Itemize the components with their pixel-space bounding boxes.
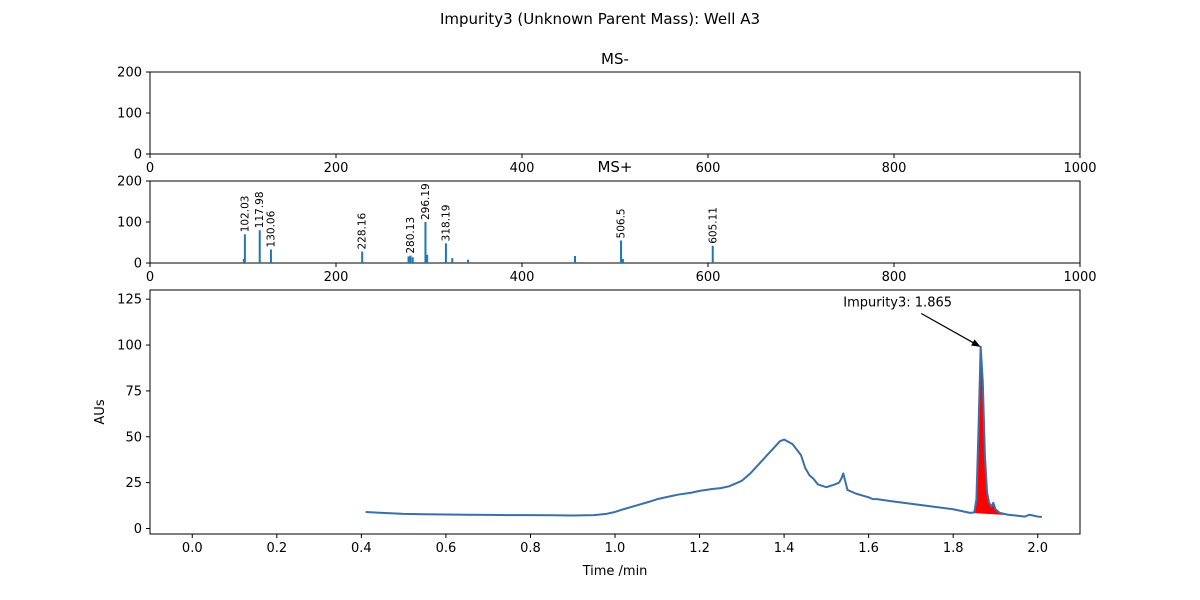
ms-positive-peak-bar xyxy=(444,243,447,263)
chromatogram-xtick-label: 1.2 xyxy=(689,541,710,556)
chromatogram-ytick-label: 25 xyxy=(125,476,142,491)
chromatogram-xtick-label: 1.0 xyxy=(605,541,626,556)
ms-positive-peak-label: 130.06 xyxy=(265,210,277,247)
ms-negative-xtick-label: 800 xyxy=(882,161,907,176)
ms-positive-peak-bar xyxy=(242,258,245,263)
chromatogram-panel: 0.0 0.2 0.4 0.6 0.8 1.0 1.2 1.4 1.6 1.8 2.0 0 25 50 75… xyxy=(93,289,1081,579)
chromatogram-ylabel: AUs xyxy=(93,399,108,424)
ms-positive-panel: MS+ 0 200 400 600 800 1000 0 100 200 102.03 117.9… xyxy=(117,158,1096,285)
ms-positive-peak-label: 117.98 xyxy=(254,191,266,228)
ms-positive-ytick-label: 0 xyxy=(134,257,142,272)
chromatogram-xtick-label: 0.6 xyxy=(436,541,457,556)
ms-positive-xtick-label: 600 xyxy=(696,270,721,285)
annotation-arrow-head xyxy=(971,339,981,347)
ms-positive-peak-bar xyxy=(574,256,577,263)
ms-negative-panel: MS- 0 200 400 600 800 1000 0 100 200 xyxy=(117,50,1096,176)
impurity-peak-fill xyxy=(970,346,1017,516)
ms-positive-xtick-label: 0 xyxy=(146,270,154,285)
chromatogram-xtick-label: 0.4 xyxy=(351,541,372,556)
ms-positive-peak-label: 296.19 xyxy=(420,183,432,220)
ms-positive-xtick-label: 200 xyxy=(324,270,349,285)
annotation-arrow-line xyxy=(920,312,975,344)
ms-negative-xtick-label: 600 xyxy=(696,161,721,176)
ms-negative-xtick-label: 200 xyxy=(324,161,349,176)
annotation-label: Impurity3: 1.865 xyxy=(843,296,952,311)
chromatogram-trace xyxy=(365,345,1043,518)
ms-positive-peak-label: 506.5 xyxy=(616,208,628,238)
ms-positive-peak-bar xyxy=(411,257,414,263)
chromatogram-xtick-label: 0.8 xyxy=(520,541,541,556)
chromatogram-ytick-label: 125 xyxy=(117,293,142,308)
ms-positive-peak-bar xyxy=(361,251,364,263)
ms-positive-ytick-label: 200 xyxy=(117,175,142,190)
ms-positive-peak-label: 605.11 xyxy=(707,207,719,244)
ms-positive-xtick-label: 1000 xyxy=(1063,270,1096,285)
ms-positive-title: MS+ xyxy=(597,158,632,176)
ms-negative-plot-area xyxy=(149,71,1081,155)
ms-positive-peak-bar xyxy=(621,258,624,263)
ms-positive-peak-bar xyxy=(711,245,714,263)
ms-positive-xtick-label: 400 xyxy=(510,270,535,285)
ms-positive-peak-label: 102.03 xyxy=(239,196,251,233)
ms-negative-title: MS- xyxy=(601,50,629,68)
ms-positive-peak-bar xyxy=(467,259,470,263)
ms-positive-peak-bar xyxy=(620,240,623,263)
ms-positive-peak-bar xyxy=(258,230,261,263)
ms-negative-xtick-label: 400 xyxy=(510,161,535,176)
chromatogram-xtick-label: 1.6 xyxy=(858,541,879,556)
ms-positive-peak-label: 280.13 xyxy=(405,217,417,254)
chromatogram-xtick-label: 0.2 xyxy=(266,541,287,556)
ms-positive-peak-label: 228.16 xyxy=(357,212,369,249)
chromatogram-xtick-label: 1.4 xyxy=(774,541,795,556)
ms-positive-ytick-label: 100 xyxy=(117,216,142,231)
chromatogram-xtick-label: 2.0 xyxy=(1027,541,1048,556)
ms-positive-peak-bar xyxy=(426,254,429,263)
chromatogram-xtick-label: 1.8 xyxy=(943,541,964,556)
ms-negative-ytick-label: 200 xyxy=(117,66,142,81)
chromatogram-ytick-label: 50 xyxy=(125,430,142,445)
ms-negative-ytick-label: 100 xyxy=(117,107,142,122)
chromatogram-plot-area xyxy=(149,289,1081,535)
ms-positive-peak-label: 318.19 xyxy=(440,205,452,242)
ms-positive-peak-bar xyxy=(243,234,246,263)
chromatogram-xtick-label: 0.0 xyxy=(182,541,203,556)
chromatogram-ytick-label: 100 xyxy=(117,339,142,354)
figure-title: Impurity3 (Unknown Parent Mass): Well A3 xyxy=(440,10,760,28)
ms-negative-xtick-label: 1000 xyxy=(1063,161,1096,176)
ms-negative-ytick-label: 0 xyxy=(134,148,142,163)
ms-positive-peak-bar xyxy=(269,249,272,263)
chromatogram-xlabel: Time /min xyxy=(582,564,648,579)
ms-positive-peak-bar xyxy=(451,258,454,263)
ms-negative-xtick-label: 0 xyxy=(146,161,154,176)
chromatogram-ytick-label: 0 xyxy=(134,522,142,537)
ms-positive-peak-bar xyxy=(407,256,410,263)
chromatogram-ytick-label: 75 xyxy=(125,384,142,399)
ms-positive-xtick-label: 800 xyxy=(882,270,907,285)
ms-positive-peak-bar xyxy=(424,222,427,263)
ms-positive-peak-bar xyxy=(409,255,412,263)
